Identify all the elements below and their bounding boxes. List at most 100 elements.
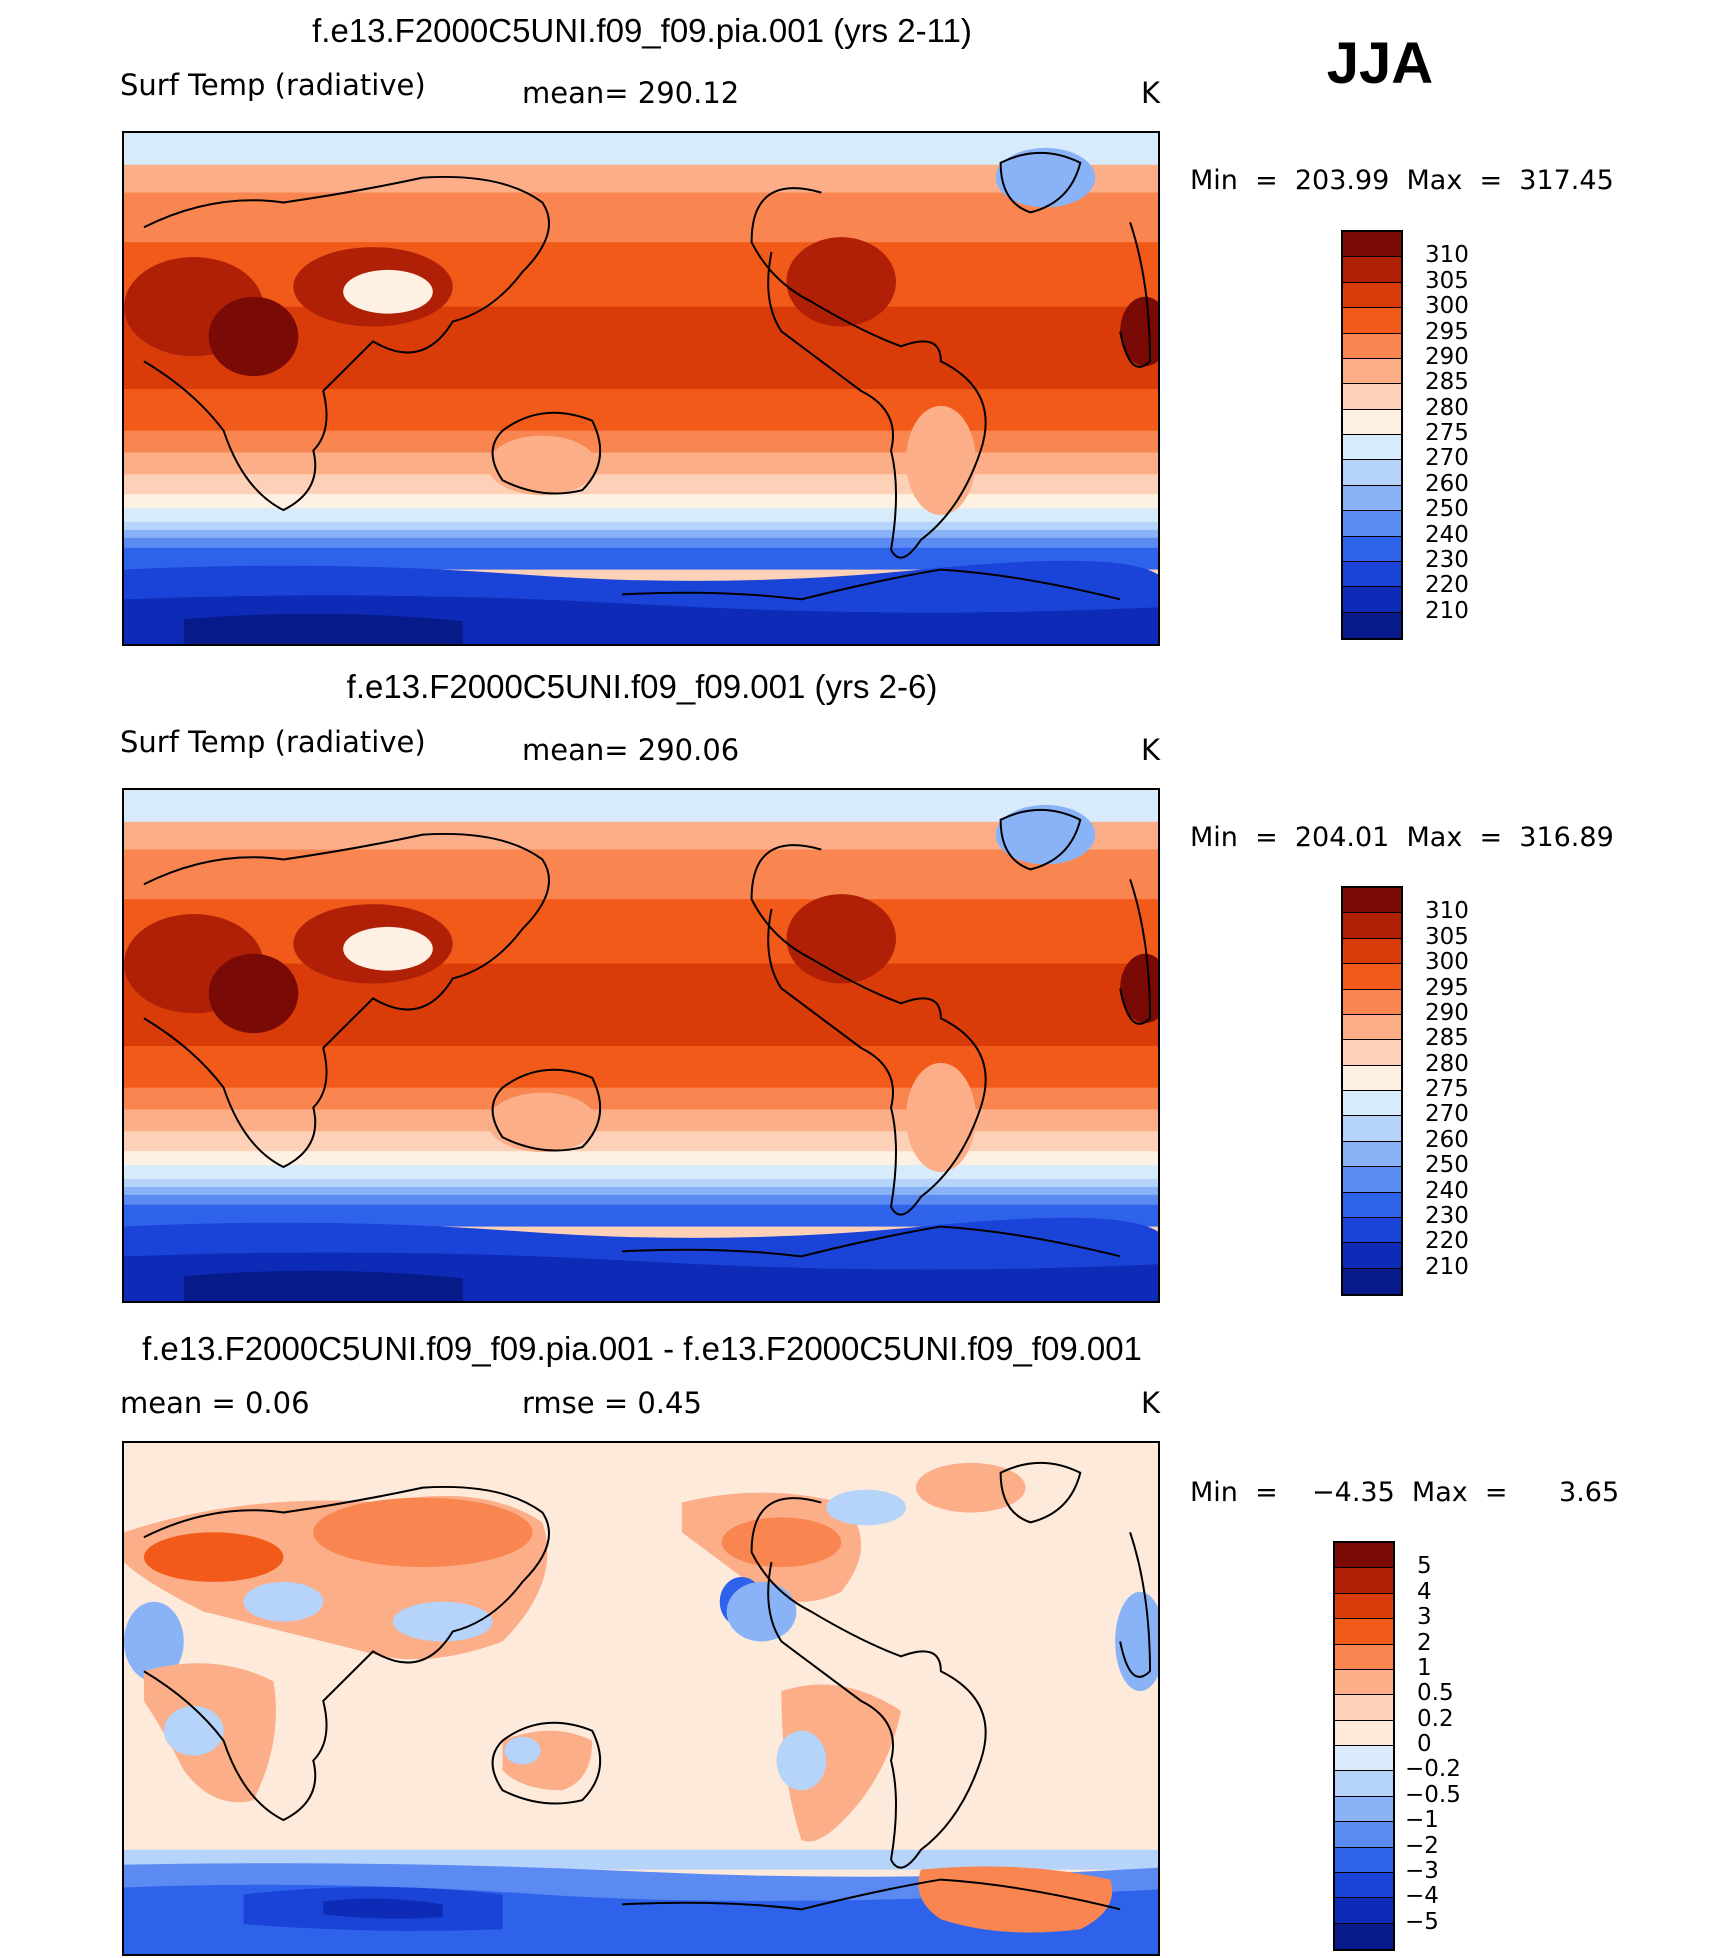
panel-3-minmax: Min = −4.35 Max = 3.65 [1190, 1477, 1620, 1508]
colorbar-swatch [1335, 1771, 1393, 1797]
panel-2-title: f.e13.F2000C5UNI.f09_f09.001 (yrs 2-6) [346, 668, 938, 705]
colorbar-swatch [1335, 1872, 1393, 1899]
colorbar-label: 275 [1425, 1076, 1469, 1102]
colorbar-swatch [1335, 1847, 1393, 1873]
colorbar-label: 4 [1417, 1578, 1432, 1605]
colorbar-swatch [1343, 938, 1401, 965]
colorbar-swatch [1335, 1593, 1393, 1620]
colorbar-label: −1 [1405, 1807, 1439, 1834]
colorbar-label: 310 [1425, 242, 1469, 269]
colorbar-swatch [1335, 1619, 1393, 1645]
panel-2-colorbar [1341, 886, 1403, 1296]
colorbar-label: 260 [1425, 1126, 1469, 1153]
colorbar-label: 305 [1425, 923, 1469, 950]
colorbar-label: 230 [1425, 1202, 1469, 1229]
panel-1-colorbar [1341, 230, 1403, 640]
colorbar-swatch [1343, 913, 1401, 939]
colorbar-swatch [1343, 612, 1401, 638]
colorbar-label: 3 [1417, 1604, 1432, 1631]
panel-1-minmax: Min = 203.99 Max = 317.45 [1190, 165, 1614, 196]
colorbar-swatch [1343, 1167, 1401, 1193]
colorbar-label: 295 [1425, 318, 1469, 345]
panel-3-units-label: K [1140, 1386, 1160, 1420]
colorbar-swatch [1343, 561, 1401, 588]
colorbar-swatch [1343, 1141, 1401, 1168]
colorbar-label: 1 [1417, 1654, 1432, 1681]
colorbar-swatch [1343, 232, 1401, 258]
colorbar-swatch [1335, 1568, 1393, 1594]
colorbar-label: 310 [1425, 898, 1469, 925]
colorbar-label: 285 [1425, 369, 1469, 396]
colorbar-label: 220 [1425, 572, 1469, 599]
season-label: JJA [1326, 31, 1434, 96]
colorbar-swatch [1343, 282, 1401, 309]
colorbar-swatch [1343, 460, 1401, 486]
colorbar-swatch [1343, 1192, 1401, 1218]
panel-3-colorbar [1333, 1541, 1395, 1951]
colorbar-label: 210 [1425, 597, 1469, 624]
colorbar-label: −0.2 [1405, 1756, 1461, 1783]
colorbar-label: 295 [1425, 974, 1469, 1001]
colorbar-swatch [1335, 1923, 1393, 1949]
colorbar-swatch [1335, 1644, 1393, 1670]
colorbar-label: 210 [1425, 1253, 1469, 1280]
colorbar-label: 250 [1425, 1152, 1469, 1179]
colorbar-label: 230 [1425, 546, 1469, 573]
colorbar-label: 250 [1425, 496, 1469, 523]
colorbar-swatch [1343, 888, 1401, 914]
colorbar-swatch [1343, 1014, 1401, 1041]
colorbar-label: −0.5 [1405, 1781, 1461, 1808]
colorbar-swatch [1343, 333, 1401, 359]
colorbar-swatch [1343, 308, 1401, 334]
colorbar-swatch [1343, 1243, 1401, 1269]
colorbar-swatch [1343, 511, 1401, 537]
panel-1-variable-label: Surf Temp (radiative) [120, 68, 426, 102]
panel-3-rmse-label: rmse = 0.45 [522, 1386, 702, 1420]
colorbar-swatch [1343, 485, 1401, 512]
colorbar-label: 285 [1425, 1025, 1469, 1052]
colorbar-swatch [1343, 1268, 1401, 1294]
colorbar-swatch [1343, 1217, 1401, 1244]
colorbar-swatch [1343, 536, 1401, 562]
panel-2-mean-label: mean= 290.06 [522, 733, 740, 767]
colorbar-label: 300 [1425, 949, 1469, 976]
colorbar-swatch [1343, 1091, 1401, 1117]
colorbar-label: 5 [1417, 1553, 1432, 1580]
panel-2-units-label: K [1140, 733, 1160, 767]
colorbar-label: 0.2 [1417, 1705, 1454, 1732]
colorbar-label: 0.5 [1417, 1680, 1454, 1707]
panel-2-variable-label: Surf Temp (radiative) [120, 725, 426, 759]
panel-2-map [122, 788, 1160, 1303]
colorbar-swatch [1335, 1796, 1393, 1823]
colorbar-label: 280 [1425, 1050, 1469, 1077]
colorbar-swatch [1335, 1898, 1393, 1924]
colorbar-swatch [1343, 1116, 1401, 1142]
colorbar-swatch [1343, 989, 1401, 1015]
panel-1-mean-label: mean= 290.12 [522, 76, 740, 110]
colorbar-swatch [1343, 409, 1401, 435]
colorbar-label: 305 [1425, 267, 1469, 294]
colorbar-swatch [1335, 1720, 1393, 1746]
colorbar-label: 270 [1425, 445, 1469, 472]
colorbar-label: −3 [1405, 1857, 1439, 1884]
panel-2-minmax: Min = 204.01 Max = 316.89 [1190, 822, 1614, 853]
colorbar-label: −5 [1405, 1908, 1439, 1935]
colorbar-swatch [1343, 1065, 1401, 1091]
colorbar-swatch [1335, 1822, 1393, 1848]
colorbar-label: 240 [1425, 1177, 1469, 1204]
colorbar-label: 300 [1425, 293, 1469, 320]
panel-3-mean-label: mean = 0.06 [120, 1386, 310, 1420]
colorbar-label: 240 [1425, 521, 1469, 548]
colorbar-label: 290 [1425, 999, 1469, 1026]
colorbar-swatch [1343, 358, 1401, 385]
colorbar-label: 290 [1425, 343, 1469, 370]
colorbar-label: −4 [1405, 1883, 1439, 1910]
colorbar-swatch [1343, 384, 1401, 410]
colorbar-label: 280 [1425, 394, 1469, 421]
colorbar-label: 260 [1425, 470, 1469, 497]
panel-3-title: f.e13.F2000C5UNI.f09_f09.pia.001 - f.e13… [142, 1330, 1142, 1367]
colorbar-swatch [1335, 1543, 1393, 1569]
colorbar-swatch [1343, 257, 1401, 283]
panel-1-map [122, 131, 1160, 646]
colorbar-swatch [1343, 435, 1401, 461]
